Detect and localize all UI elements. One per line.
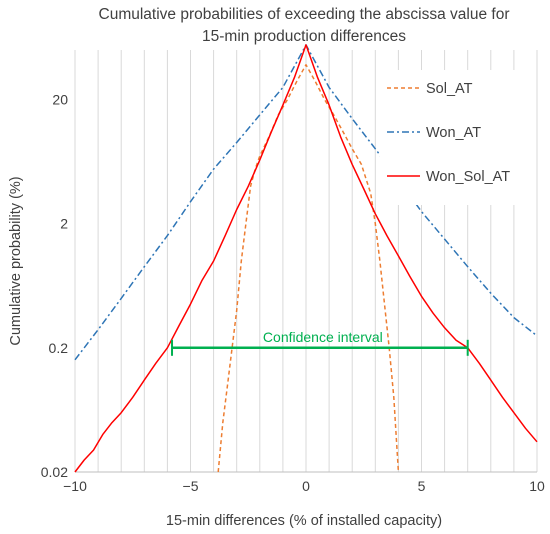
x-tick-label: 10 bbox=[529, 478, 545, 494]
chart-title-line-1: Cumulative probabilities of exceeding th… bbox=[99, 6, 510, 23]
confidence-interval: Confidence interval bbox=[171, 329, 469, 356]
y-tick-label: 0.2 bbox=[49, 340, 69, 356]
confidence-interval-label: Confidence interval bbox=[263, 329, 383, 345]
grid-lines bbox=[74, 50, 538, 473]
x-tick-label: 5 bbox=[418, 478, 426, 494]
series-line-won-sol bbox=[74, 44, 538, 473]
legend: Sol_AT Won_AT Won_Sol_AT bbox=[380, 70, 530, 205]
y-axis-ticks: 0.02 0.2 2 20 bbox=[41, 91, 68, 480]
legend-label-sol: Sol_AT bbox=[426, 81, 473, 97]
x-tick-label: −5 bbox=[183, 478, 199, 494]
y-axis-label: Cumulative probability (%) bbox=[8, 176, 24, 345]
y-tick-label: 0.02 bbox=[41, 464, 68, 480]
legend-label-won: Won_AT bbox=[426, 125, 481, 141]
series-line-sol bbox=[217, 64, 400, 473]
legend-background bbox=[380, 70, 530, 205]
y-tick-label: 20 bbox=[52, 91, 68, 107]
x-axis-label: 15-min differences (% of installed capac… bbox=[166, 513, 442, 529]
x-tick-label: 0 bbox=[302, 478, 310, 494]
chart-title-line-2: 15-min production differences bbox=[202, 28, 406, 45]
x-axis-ticks: −10 −5 0 5 10 bbox=[63, 478, 545, 494]
y-tick-label: 2 bbox=[60, 216, 68, 232]
plot-area bbox=[74, 44, 538, 473]
legend-label-won-sol: Won_Sol_AT bbox=[426, 169, 510, 185]
x-tick-label: −10 bbox=[63, 478, 87, 494]
